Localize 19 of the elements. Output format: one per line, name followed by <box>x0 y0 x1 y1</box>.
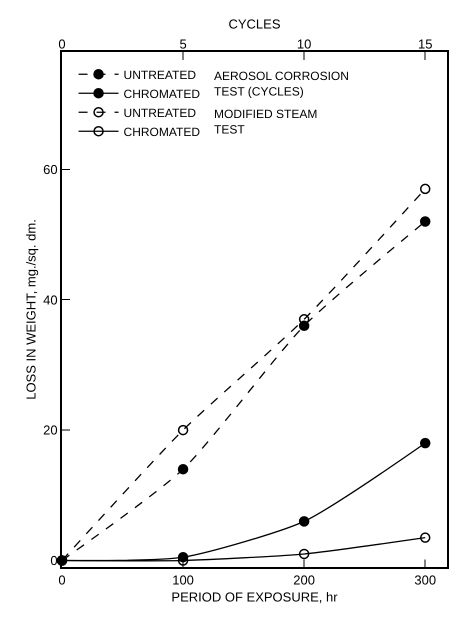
annotation: AEROSOL CORROSION TEST (CYCLES) <box>214 69 349 99</box>
y-tick-label: 40 <box>43 292 58 308</box>
x-axis-title: PERIOD OF EXPOSURE, hr <box>171 589 338 604</box>
legend-label: UNTREATED <box>124 106 196 120</box>
x2-tick-label: 15 <box>418 36 432 52</box>
x2-tick-label: 5 <box>179 36 187 52</box>
legend-label: CHROMATED <box>124 124 200 139</box>
x2-axis-title: CYCLES <box>228 16 281 32</box>
y-tick-label: 20 <box>43 422 58 438</box>
y-tick-label: 0 <box>50 553 58 568</box>
y-axis-title: LOSS IN WEIGHT, mg./sq. dm. <box>24 219 39 400</box>
x-tick-label: 300 <box>414 572 436 588</box>
x-tick-label: 200 <box>293 572 315 588</box>
legend-label: CHROMATED <box>124 86 200 101</box>
annotation: MODIFIED STEAM TEST <box>214 107 318 137</box>
y-tick-label: 60 <box>43 162 58 177</box>
x-tick-label: 100 <box>172 572 194 588</box>
legend-label: UNTREATED <box>124 68 196 82</box>
x2-tick-label: 10 <box>296 36 312 52</box>
